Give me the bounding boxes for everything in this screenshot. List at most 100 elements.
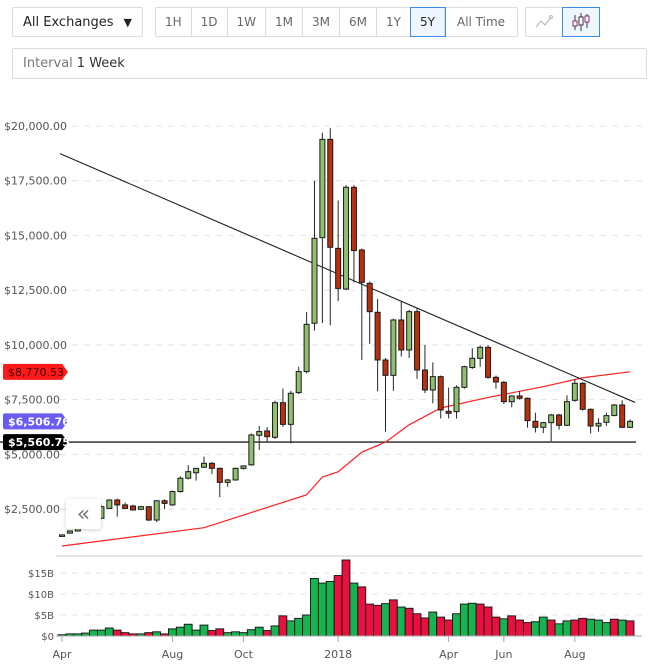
candle[interactable] [240,465,247,470]
candle[interactable] [524,397,531,428]
volume-bar [554,623,564,637]
candle[interactable] [327,128,334,326]
candle[interactable] [492,375,499,389]
candle[interactable] [232,467,239,481]
candle[interactable] [279,388,286,427]
candle-body [366,282,373,313]
candle[interactable] [343,185,350,291]
range-button-1w[interactable]: 1W [228,8,267,36]
range-button-1h[interactable]: 1H [156,8,192,36]
candlestick-chart-button[interactable] [561,7,600,37]
candle[interactable] [287,390,294,444]
candle[interactable] [619,400,626,429]
candle[interactable] [587,408,594,434]
candle[interactable] [208,462,215,475]
candle[interactable] [114,498,121,517]
candle[interactable] [477,345,484,367]
candle[interactable] [500,381,507,405]
candle[interactable] [201,456,208,468]
candle[interactable] [563,395,570,426]
y-tick-label: $2,500.00 [4,503,60,516]
range-button-all-time[interactable]: All Time [456,15,506,29]
candle[interactable] [579,382,586,411]
candle[interactable] [374,298,381,392]
candle[interactable] [193,467,200,481]
candle[interactable] [319,132,326,324]
candle[interactable] [145,506,152,522]
volume-bar [570,619,580,637]
line-chart-button[interactable] [526,8,563,36]
volume-bar [144,632,154,637]
candle[interactable] [516,390,523,400]
candle[interactable] [548,413,555,442]
candle[interactable] [216,467,223,498]
range-button-1y[interactable]: 1Y [377,8,412,36]
candle[interactable] [358,248,365,360]
range-button-1d[interactable]: 1D [192,8,228,36]
candle[interactable] [390,318,397,391]
candle[interactable] [335,200,342,302]
candle[interactable] [532,412,539,433]
candle-body [429,376,436,391]
candle[interactable] [169,490,176,506]
candle[interactable] [469,348,476,369]
candle[interactable] [153,500,160,523]
candle[interactable] [130,504,137,511]
candle-body [177,477,184,493]
candle[interactable] [185,465,192,480]
range-button-6m[interactable]: 6M [340,8,378,36]
candle[interactable] [350,185,357,283]
candle[interactable] [627,419,634,429]
candle[interactable] [161,499,168,510]
candle[interactable] [366,281,373,344]
candle[interactable] [429,362,436,404]
volume-bar [436,616,446,637]
candle[interactable] [603,412,610,426]
candle[interactable] [556,413,563,430]
candle[interactable] [137,505,144,511]
candle[interactable] [595,418,602,432]
candle-body [563,401,570,426]
interval-field[interactable]: Interval 1 Week [12,48,647,79]
price-marker-tag [3,434,68,451]
candle[interactable] [508,395,515,408]
volume-bar [254,626,264,637]
candle[interactable] [445,387,452,419]
collapse-button[interactable]: « [66,499,101,529]
candle[interactable] [264,426,271,443]
candle[interactable] [421,344,428,394]
candle[interactable] [106,499,113,510]
candle[interactable] [272,400,279,440]
candle[interactable] [571,378,578,402]
volume-bar [246,629,256,637]
candle[interactable] [122,502,129,509]
candle[interactable] [437,375,444,419]
candle[interactable] [224,478,231,487]
candle[interactable] [256,425,263,450]
candle[interactable] [485,344,492,379]
exchange-dropdown[interactable]: All Exchanges ▼ [12,7,143,37]
candle[interactable] [453,385,460,419]
range-button-1m[interactable]: 1M [266,8,304,36]
volume-bar [459,603,469,637]
candle[interactable] [311,180,318,331]
volume-bar [310,578,319,637]
candle[interactable] [248,433,255,466]
candle[interactable] [295,366,302,395]
candle[interactable] [382,358,389,432]
range-button-5y[interactable]: 5Y [410,7,446,37]
candle[interactable] [66,530,73,534]
candle[interactable] [540,421,547,434]
candle[interactable] [177,476,184,493]
range-button-3m[interactable]: 3M [303,8,341,36]
candle[interactable] [406,309,413,359]
candle[interactable] [611,404,618,417]
candle[interactable] [461,365,468,389]
candle[interactable] [414,307,421,379]
candle[interactable] [398,301,405,357]
x-tick-label: Apr [439,648,459,661]
candle[interactable] [59,534,65,537]
candle[interactable] [303,312,310,374]
candle-body [374,311,381,361]
